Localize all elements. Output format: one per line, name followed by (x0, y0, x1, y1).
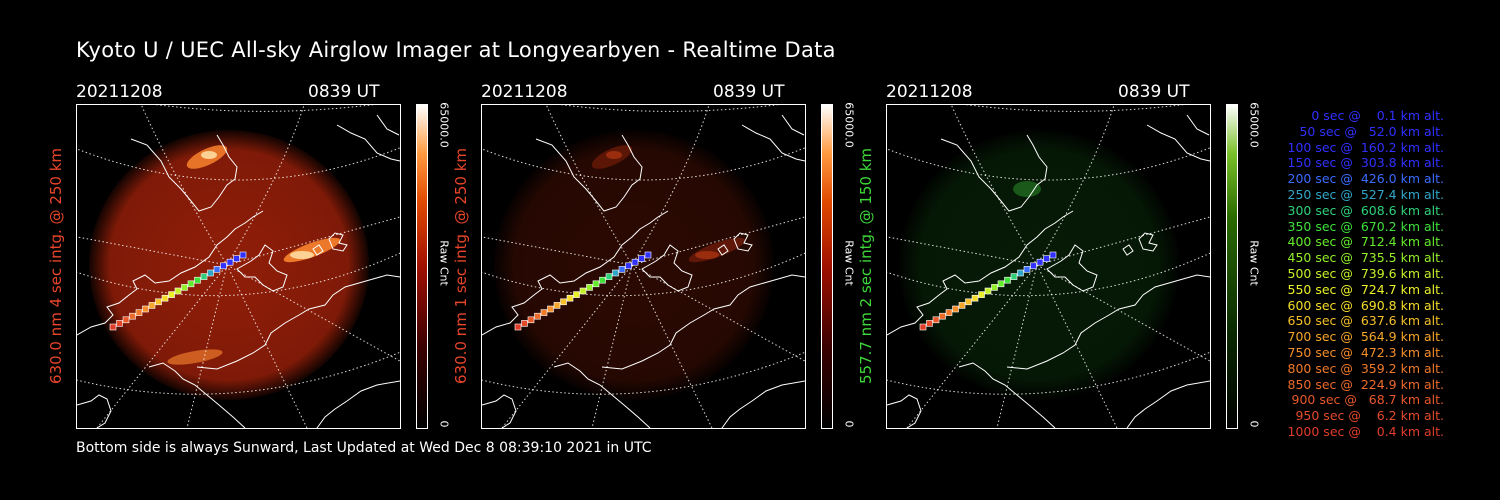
footer-note: Bottom side is always Sunward, Last Upda… (76, 440, 652, 456)
legend-row: 750 sec @ 472.3 km alt. (1283, 344, 1445, 360)
colorbar-min-text: 0 (437, 420, 451, 428)
allsky-map-svg (482, 105, 805, 428)
colorbar-unit-text: Raw Cnt (842, 240, 856, 286)
colorbar (416, 104, 428, 429)
page-title: Kyoto U / UEC All-sky Airglow Imager at … (76, 38, 836, 62)
legend-row: 250 sec @ 527.4 km alt. (1283, 186, 1445, 202)
panel-ylabel-text: 630.0 nm 1 sec intg. @ 250 km (452, 147, 470, 385)
legend-row: 300 sec @ 608.6 km alt. (1283, 202, 1445, 218)
panel-1: 20211208 0839 UT 630.0 nm 4 sec intg. @ … (47, 0, 496, 500)
panel-ylabel-text: 630.0 nm 4 sec intg. @ 250 km (47, 147, 65, 385)
legend-row: 700 sec @ 564.9 km alt. (1283, 329, 1445, 345)
colorbar-unit-text: Raw Cnt (437, 240, 451, 286)
panel-time: 0839 UT (713, 82, 785, 102)
legend-row: 200 sec @ 426.0 km alt. (1283, 171, 1445, 187)
panel-date: 20211208 (481, 82, 568, 102)
colorbar (821, 104, 833, 429)
legend-row: 0 sec @ 0.1 km alt. (1299, 108, 1444, 123)
legend-row: 450 sec @ 735.5 km alt. (1283, 250, 1445, 266)
allsky-map-svg (887, 105, 1210, 428)
legend-row: 650 sec @ 637.6 km alt. (1283, 313, 1445, 329)
legend-row: 1000 sec @ 0.4 km alt. (1287, 423, 1444, 439)
allsky-map-svg (77, 105, 400, 428)
legend-row: 100 sec @ 160.2 km alt. (1283, 139, 1445, 155)
allsky-image (481, 104, 806, 429)
colorbar-min-text: 0 (842, 420, 856, 428)
panel-time: 0839 UT (308, 82, 380, 102)
colorbar (1226, 104, 1238, 429)
legend-row: 900 sec @ 68.7 km alt. (1287, 392, 1444, 408)
legend-row: 800 sec @ 359.2 km alt. (1283, 360, 1445, 376)
allsky-image (76, 104, 401, 429)
panel-date: 20211208 (76, 82, 163, 102)
legend-row: 150 sec @ 303.8 km alt. (1283, 155, 1445, 171)
panel-2: 20211208 0839 UT 630.0 nm 1 sec intg. @ … (452, 0, 901, 500)
legend-row: 950 sec @ 6.2 km alt. (1291, 408, 1444, 424)
colorbar-max-text: 65000.0 (842, 102, 856, 148)
legend-row: 50 sec @ 52.0 km alt. (1291, 123, 1444, 139)
panel-ylabel-text: 557.7 nm 2 sec intg. @ 150 km (857, 147, 875, 385)
colorbar-max-text: 65000.0 (437, 102, 451, 148)
colorbar-min-text: 0 (1247, 420, 1261, 428)
panel-3: 20211208 0839 UT 557.7 nm 2 sec intg. @ … (857, 0, 1306, 500)
colorbar-max-text: 65000.0 (1247, 102, 1261, 148)
legend-row: 850 sec @ 224.9 km alt. (1283, 376, 1445, 392)
legend-row: 350 sec @ 670.2 km alt. (1283, 218, 1445, 234)
panel-time: 0839 UT (1118, 82, 1190, 102)
legend-row: 500 sec @ 739.6 km alt. (1283, 265, 1445, 281)
allsky-image (886, 104, 1211, 429)
legend-row: 550 sec @ 724.7 km alt. (1283, 281, 1445, 297)
colorbar-unit-text: Raw Cnt (1247, 240, 1261, 286)
satellite-track-legend: 0 sec @ 0.1 km alt. 50 sec @ 52.0 km alt… (1268, 108, 1445, 440)
legend-row: 600 sec @ 690.8 km alt. (1283, 297, 1445, 313)
legend-row: 400 sec @ 712.4 km alt. (1283, 234, 1445, 250)
panel-date: 20211208 (886, 82, 973, 102)
